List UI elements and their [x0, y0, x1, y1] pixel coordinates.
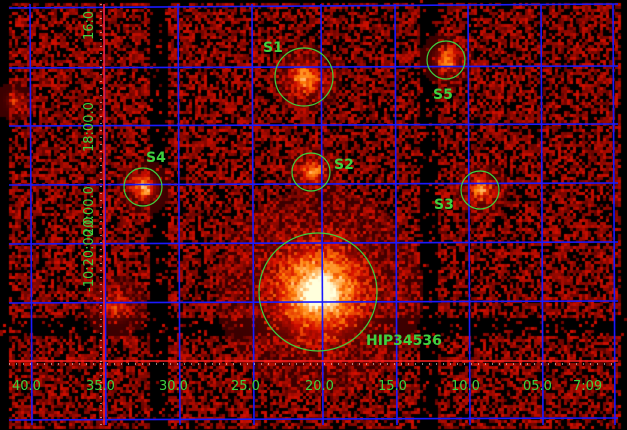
label-s5: S5 [433, 87, 453, 103]
label-hip: HIP34536 [366, 333, 442, 349]
label-s2: S2 [334, 157, 354, 173]
ra-tick-labels: 40.0 35.0 30.0 25.0 20.0 15.0 10.0 05.0 … [12, 379, 602, 394]
axis-tick-marks [9, 4, 618, 425]
dec-tick: 20:00.0 [82, 186, 97, 236]
label-s1: S1 [263, 40, 283, 56]
region-hip[interactable] [258, 232, 378, 352]
region-s3[interactable] [460, 170, 500, 210]
dec-tick-labels: 16:0 18:00.0 20:00.0 -10:20:00.0 [82, 11, 97, 292]
region-s4[interactable] [123, 167, 163, 207]
label-s3: S3 [434, 197, 454, 213]
ra-tick: 30.0 [159, 379, 188, 394]
region-s5[interactable] [426, 40, 466, 80]
dec-tick: 18:00.0 [82, 102, 97, 152]
ra-tick: 40.0 [12, 379, 41, 394]
label-s4: S4 [146, 150, 166, 166]
source-regions[interactable] [123, 40, 500, 352]
coordinate-axes [9, 4, 618, 425]
coordinate-grid [8, 3, 619, 426]
ra-tick: 20.0 [305, 379, 334, 394]
region-s1[interactable] [274, 47, 334, 107]
ra-tick: 10.0 [451, 379, 480, 394]
ra-tick: 7:09 [573, 379, 602, 394]
region-s2[interactable] [291, 152, 331, 192]
dec-tick: 16:0 [82, 11, 97, 40]
ra-tick: 05.0 [523, 379, 552, 394]
ra-tick: 35.0 [86, 379, 115, 394]
ra-tick: 15.0 [378, 379, 407, 394]
dec-tick: -10:20:00.0 [82, 217, 97, 292]
ra-tick: 25.0 [231, 379, 260, 394]
